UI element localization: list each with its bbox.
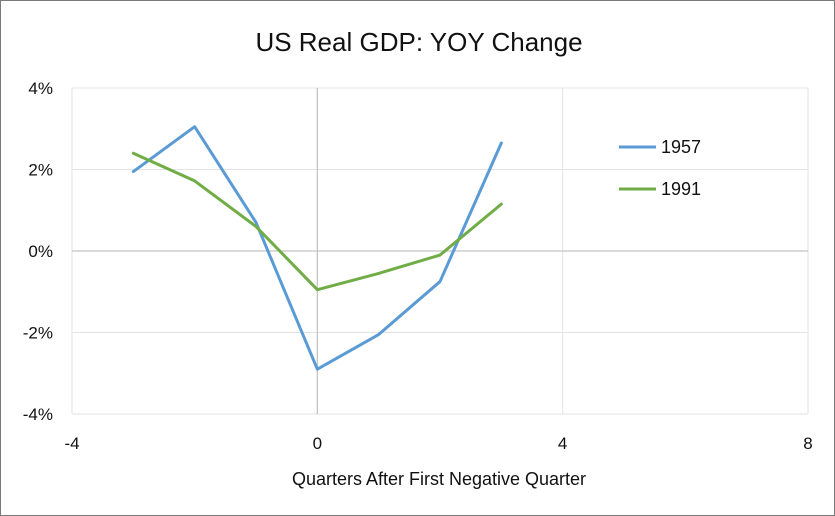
y-tick-label: 0% (28, 242, 53, 261)
y-tick-label: 4% (28, 79, 53, 98)
tick-labels: 4% 2% 0% -2% -4% -4 0 4 8 (23, 79, 813, 453)
x-tick-label: -4 (64, 434, 79, 453)
series-group (131, 125, 503, 371)
x-tick-label: 0 (313, 434, 322, 453)
x-tick-label: 8 (803, 434, 812, 453)
y-tick-label: -4% (23, 405, 53, 424)
series-line-1991 (131, 151, 503, 292)
legend: 1957 1991 (619, 137, 701, 199)
x-axis-label: Quarters After First Negative Quarter (292, 469, 586, 489)
chart-title: US Real GDP: YOY Change (255, 27, 582, 57)
x-tick-label: 4 (558, 434, 567, 453)
y-tick-label: 2% (28, 161, 53, 180)
y-tick-label: -2% (23, 324, 53, 343)
series-line-1957 (131, 125, 503, 371)
legend-label-1991: 1991 (661, 179, 701, 199)
legend-label-1957: 1957 (661, 137, 701, 157)
axes (72, 88, 808, 414)
